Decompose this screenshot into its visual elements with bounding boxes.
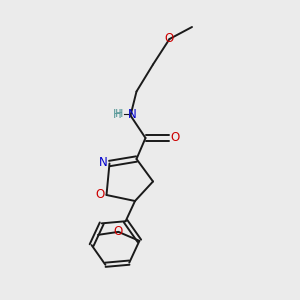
Text: N: N	[98, 156, 107, 170]
Text: O: O	[170, 131, 179, 144]
Text: O: O	[164, 32, 173, 45]
Text: O: O	[95, 188, 104, 201]
Text: O: O	[113, 225, 122, 238]
Text: H: H	[113, 107, 122, 121]
Text: H: H	[115, 109, 123, 119]
Text: N: N	[128, 107, 136, 121]
